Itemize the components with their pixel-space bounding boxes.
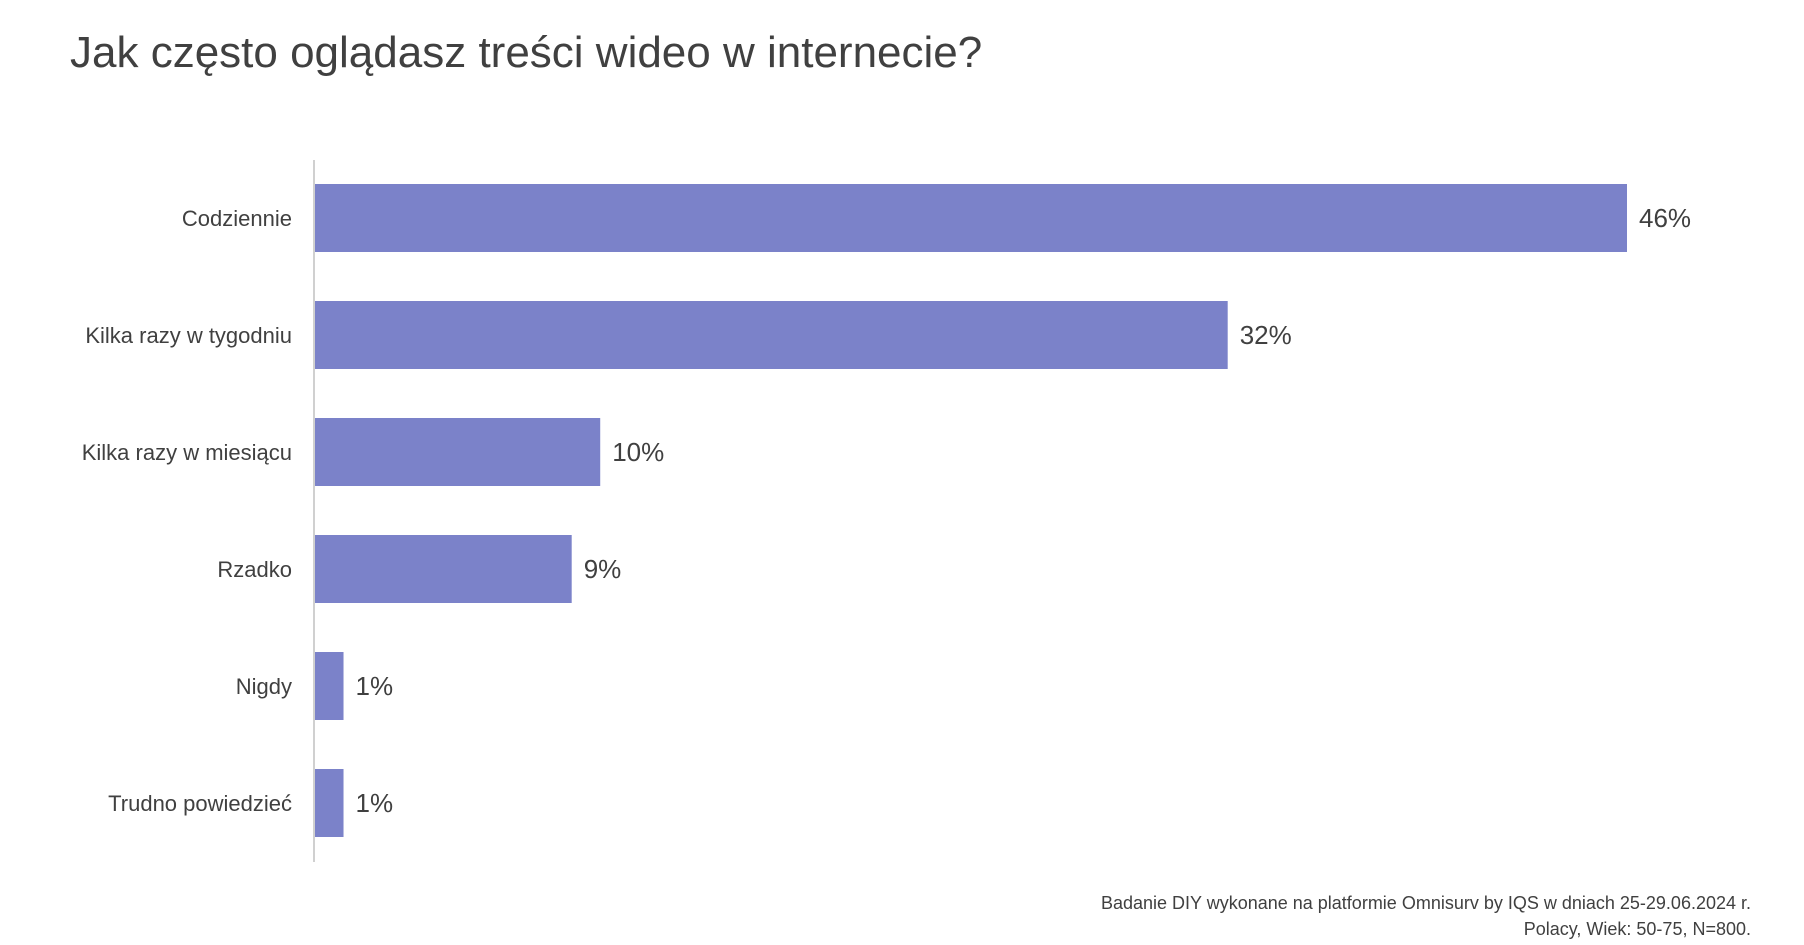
bars-group: Codziennie 46% Kilka razy w tygodniu 32% Kil… xyxy=(82,184,1691,837)
value-label: 1% xyxy=(356,671,394,701)
bar-0 xyxy=(315,184,1627,252)
category-label: Kilka razy w tygodniu xyxy=(85,323,292,348)
category-label: Nigdy xyxy=(236,674,292,699)
value-label: 32% xyxy=(1240,320,1292,350)
category-label: Codziennie xyxy=(182,206,292,231)
category-label: Rzadko xyxy=(217,557,292,582)
value-label: 46% xyxy=(1639,203,1691,233)
bar-4 xyxy=(315,652,344,720)
chart-title: Jak często oglądasz treści wideo w inter… xyxy=(70,28,983,77)
bar-1 xyxy=(315,301,1228,369)
value-label: 9% xyxy=(584,554,622,584)
footnote-line-2: Polacy, Wiek: 50-75, N=800. xyxy=(1523,919,1751,939)
value-label: 10% xyxy=(612,437,664,467)
bar-5 xyxy=(315,769,344,837)
source-footnote: Badanie DIY wykonane na platformie Omnis… xyxy=(1101,890,1751,942)
value-label: 1% xyxy=(356,788,394,818)
bar-2 xyxy=(315,418,601,486)
category-label: Trudno powiedzieć xyxy=(108,791,292,816)
category-label: Kilka razy w miesiącu xyxy=(82,440,292,465)
footnote-line-1: Badanie DIY wykonane na platformie Omnis… xyxy=(1100,893,1751,913)
bar-3 xyxy=(315,535,572,603)
